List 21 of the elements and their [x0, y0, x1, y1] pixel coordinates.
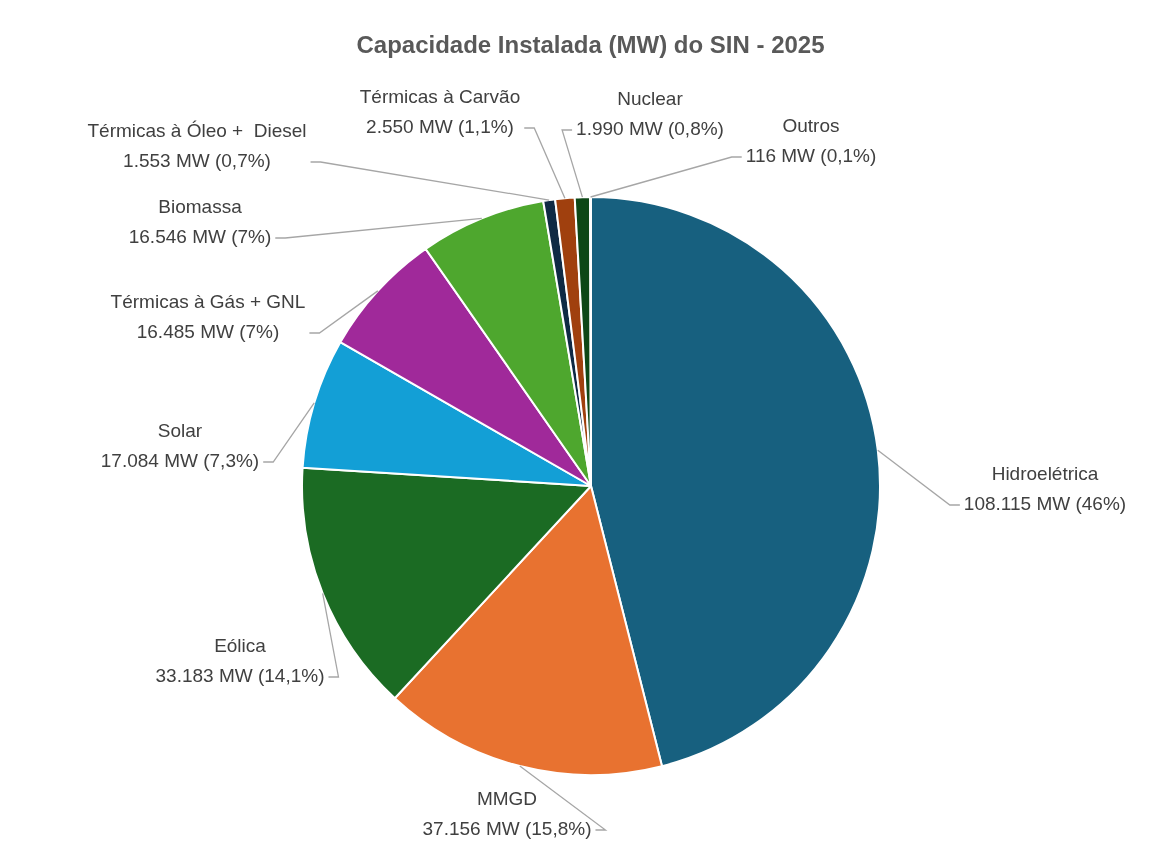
slice-label: MMGD — [476, 788, 538, 810]
data-label: 2.550 MW (1,1%) — [366, 116, 514, 138]
slice-label: Térmicas à Gás + GNL — [110, 291, 306, 313]
data-label: 16.485 MW (7%) — [136, 321, 280, 343]
data-label: 1.553 MW (0,7%) — [123, 150, 271, 172]
data-label: 33.183 MW (14,1%) — [155, 665, 325, 687]
slice-label: Solar — [157, 420, 203, 442]
slice-label: Térmicas à Óleo + Diesel — [87, 120, 307, 142]
slice-label: Hidroelétrica — [991, 463, 1099, 485]
data-label: 1.990 MW (0,8%) — [576, 118, 724, 140]
slice-label: Nuclear — [617, 88, 684, 110]
data-label: 108.115 MW (46%) — [963, 493, 1127, 515]
data-label: 17.084 MW (7,3%) — [100, 450, 260, 472]
slice-label: Outros — [782, 115, 840, 137]
slice-label: Térmicas à Carvão — [359, 86, 521, 108]
data-label: 116 MW (0,1%) — [745, 145, 877, 167]
slice-label: Biomassa — [158, 196, 243, 218]
data-label: 37.156 MW (15,8%) — [422, 818, 592, 840]
data-label: 16.546 MW (7%) — [128, 226, 272, 248]
chart-title: Capacidade Instalada (MW) do SIN - 2025 — [356, 30, 825, 58]
slice-label: Eólica — [214, 635, 267, 657]
